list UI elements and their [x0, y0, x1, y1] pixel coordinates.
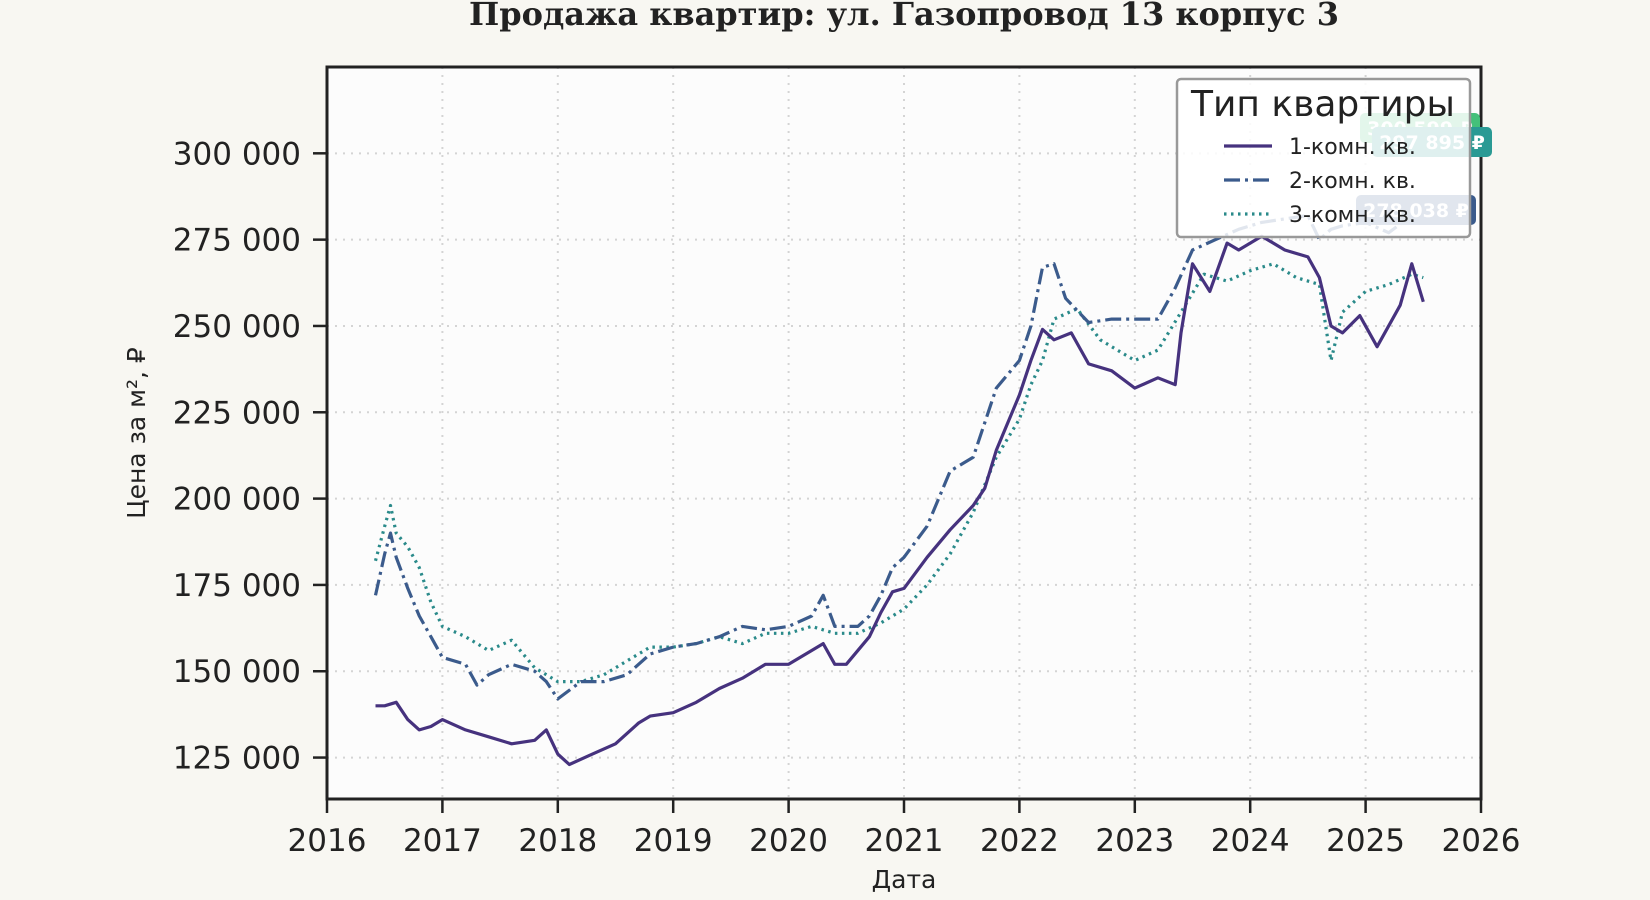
x-axis-label: Дата: [872, 865, 937, 894]
y-tick-label: 175 000: [173, 568, 301, 604]
y-tick-label: 225 000: [173, 395, 301, 431]
legend-label-1: 1-комн. кв.: [1289, 135, 1416, 160]
y-tick-label: 250 000: [173, 309, 301, 345]
x-tick-label: 2026: [1442, 823, 1521, 859]
series-line-3: [373, 262, 1424, 684]
legend-items: 1-комн. кв. 2-комн. кв. 3-комн. кв.: [1224, 135, 1416, 228]
legend: Тип квартиры 1-комн. кв. 2-комн. кв. 3-ком…: [1175, 77, 1472, 239]
x-tick-label: 2023: [1095, 823, 1174, 859]
y-tick-label: 300 000: [173, 136, 301, 172]
chart-title: Продажа квартир: ул. Газопровод 13 корпу…: [469, 0, 1339, 33]
legend-box: [1175, 77, 1472, 239]
x-tick-label: 2021: [865, 823, 944, 859]
x-tick-label: 2019: [634, 823, 713, 859]
y-axis-label: Цена за м², ₽: [122, 347, 151, 519]
x-tick-label: 2025: [1326, 823, 1405, 859]
x-tick-label: 2018: [518, 823, 597, 859]
x-tick-label: 2022: [980, 823, 1059, 859]
x-tick-label: 2020: [749, 823, 828, 859]
legend-label-2: 2-комн. кв.: [1289, 169, 1416, 194]
x-tick-label: 2024: [1211, 823, 1290, 859]
x-tick-label: 2016: [288, 823, 367, 859]
y-tick-label: 125 000: [173, 741, 301, 777]
legend-label-3: 3-комн. кв.: [1289, 203, 1416, 228]
y-tick-label: 275 000: [173, 223, 301, 259]
x-axis: 2016 2017 2018 2019 2020 2021 2022 2023 2024 2025…: [288, 799, 1521, 859]
x-tick-label: 2017: [403, 823, 482, 859]
y-axis: 125 000 150 000 175 000 200 000 225 000 250 0…: [173, 136, 327, 777]
y-tick-label: 200 000: [173, 482, 301, 518]
legend-title: Тип квартиры: [1190, 84, 1455, 125]
y-tick-label: 150 000: [173, 654, 301, 690]
series-line-1: [375, 234, 1425, 767]
